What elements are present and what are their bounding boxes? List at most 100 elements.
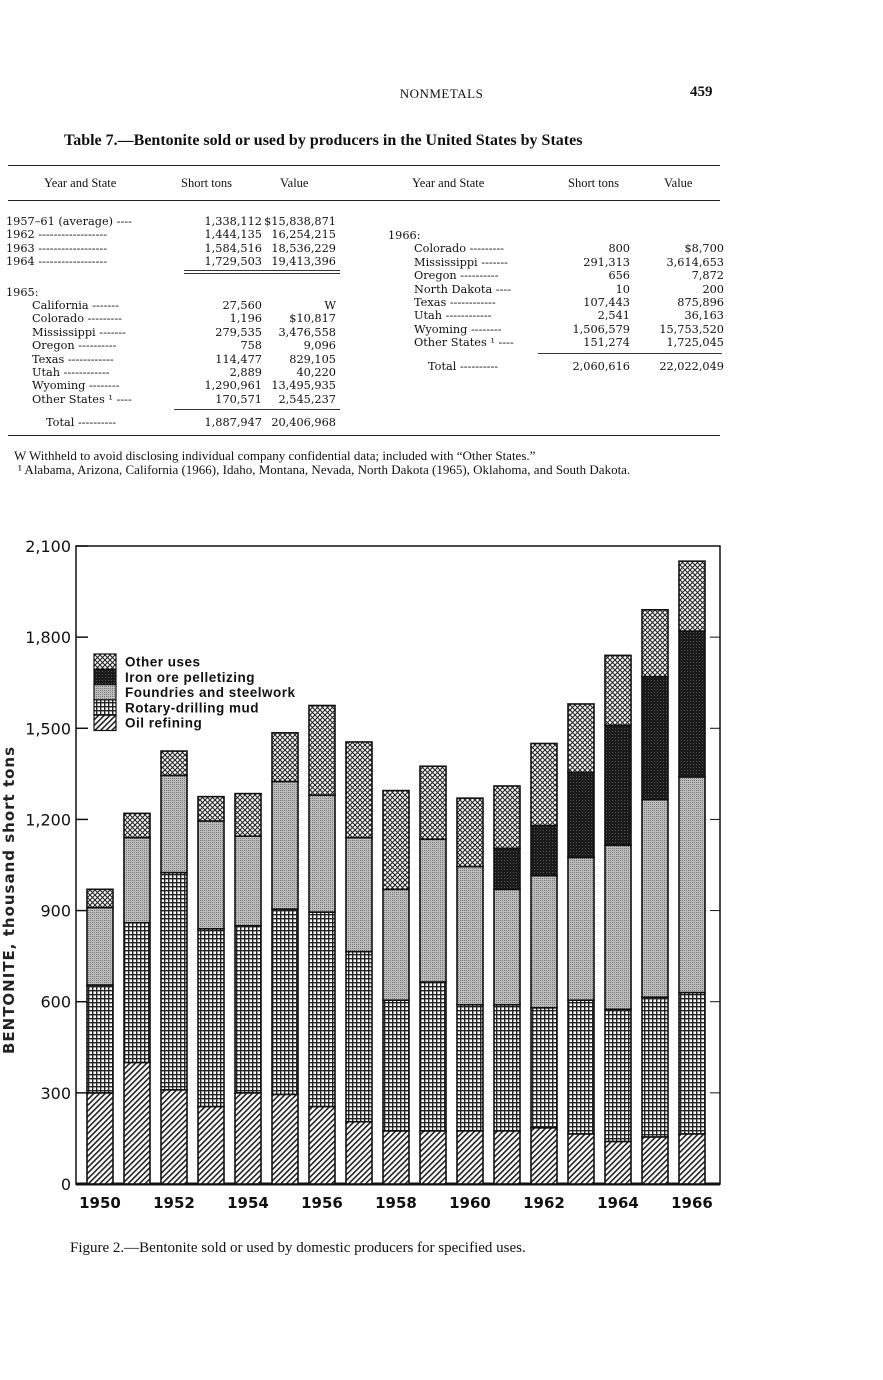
- bar-segment-oil-refining-1965: [641, 1136, 669, 1185]
- bar-segment-rotary-drilling-mud-1965: [641, 996, 669, 1138]
- table-header-rule: [8, 200, 720, 201]
- bar-1963: [567, 703, 595, 1185]
- table-bottom-rule: [8, 435, 720, 436]
- table-row: Colorado --------- 1,196 $10,817: [6, 312, 340, 325]
- row-label: Mississippi -------: [414, 255, 508, 269]
- bar-segment-oil-refining-1959: [419, 1130, 447, 1185]
- row-short-tons: 151,274: [583, 336, 630, 350]
- row-value: 20,406,968: [271, 416, 336, 430]
- bar-segment-other-uses-1965: [641, 609, 669, 678]
- row-label: Texas ------------: [32, 352, 114, 366]
- bar-segment-other-uses-1963: [567, 703, 595, 774]
- bar-1966: [678, 560, 706, 1185]
- row-label: Total ----------: [428, 359, 499, 373]
- row-short-tons: 114,477: [215, 352, 262, 366]
- col-header-value-left: Value: [280, 176, 309, 190]
- table-row: Oregon ---------- 656 7,872: [388, 269, 724, 283]
- y-tick-label: 2,100: [25, 537, 71, 556]
- table-row: 1963 ------------------ 1,584,516 18,536,2…: [6, 242, 340, 255]
- bar-1951: [123, 812, 151, 1185]
- table-row: Wyoming -------- 1,290,961 13,495,935: [6, 379, 340, 392]
- row-short-tons: 1,196: [229, 312, 262, 326]
- bar-segment-rotary-drilling-mud-1958: [382, 999, 410, 1132]
- bar-segment-foundries-and-steelwork-1956: [308, 794, 336, 913]
- bar-segment-foundries-and-steelwork-1965: [641, 798, 669, 998]
- bar-segment-rotary-drilling-mud-1950: [86, 984, 114, 1094]
- y-tick-label: 1,200: [25, 810, 71, 829]
- row-label: Colorado ---------: [32, 312, 122, 326]
- x-tick-label: 1952: [153, 1194, 195, 1212]
- bar-segment-rotary-drilling-mud-1960: [456, 1003, 484, 1132]
- bar-segment-rotary-drilling-mud-1964: [604, 1008, 632, 1143]
- table-row: California ------- 27,560 W: [6, 299, 340, 312]
- row-label: 1965:: [6, 285, 39, 299]
- col-header-short-tons-right: Short tons: [568, 176, 620, 190]
- row-short-tons: 1,729,503: [204, 255, 263, 269]
- row-label: 1964 ------------------: [6, 255, 108, 269]
- bar-segment-foundries-and-steelwork-1954: [234, 835, 262, 927]
- bar-segment-other-uses-1956: [308, 704, 336, 796]
- bar-segment-rotary-drilling-mud-1955: [271, 908, 299, 1096]
- row-label: North Dakota ----: [414, 282, 512, 296]
- legend-label: Iron ore pelletizing: [125, 670, 255, 685]
- page-number: 459: [690, 84, 713, 100]
- row-label: Oregon ----------: [414, 269, 499, 283]
- row-short-tons: 291,313: [583, 255, 630, 269]
- x-tick-label: 1962: [523, 1194, 565, 1212]
- table-row: Wyoming -------- 1,506,579 15,753,520: [388, 322, 724, 336]
- table-total-row: Total ---------- 2,060,616 22,022,049: [388, 359, 724, 373]
- row-short-tons: 170,571: [215, 392, 262, 406]
- row-label: Other States ¹ ----: [414, 336, 514, 350]
- bar-segment-other-uses-1959: [419, 765, 447, 840]
- col-header-short-tons-left: Short tons: [181, 176, 233, 190]
- bar-1958: [382, 789, 410, 1185]
- row-value: 22,022,049: [659, 359, 724, 373]
- table-row: 1966:: [388, 229, 722, 242]
- legend-swatch: [93, 699, 117, 716]
- bar-segment-rotary-drilling-mud-1961: [493, 1003, 521, 1132]
- bar-segment-foundries-and-steelwork-1960: [456, 865, 484, 1006]
- bar-1964: [604, 654, 632, 1185]
- row-short-tons: 2,889: [229, 365, 262, 379]
- bar-segment-rotary-drilling-mud-1954: [234, 924, 262, 1094]
- row-value: 200: [702, 282, 724, 296]
- x-tick-label: 1950: [79, 1194, 121, 1212]
- row-label: Utah ------------: [414, 309, 492, 323]
- row-value: 7,872: [691, 269, 724, 283]
- bar-1961: [493, 785, 521, 1185]
- bar-segment-oil-refining-1956: [308, 1105, 336, 1185]
- table-row: North Dakota ---- 10 200: [388, 282, 724, 296]
- legend-label: Other uses: [125, 655, 201, 670]
- bar-segment-other-uses-1954: [234, 792, 262, 837]
- bar-segment-foundries-and-steelwork-1962: [530, 874, 558, 1009]
- y-tick-label: 900: [40, 902, 71, 921]
- y-tick-label: 600: [40, 993, 71, 1012]
- chart-bars: [86, 560, 706, 1185]
- bar-segment-other-uses-1951: [123, 812, 151, 839]
- bar-1965: [641, 609, 669, 1185]
- col-header-year-state-right: Year and State: [412, 176, 485, 190]
- bar-segment-foundries-and-steelwork-1958: [382, 888, 410, 1001]
- bar-1959: [419, 765, 447, 1185]
- row-value: W: [324, 298, 336, 312]
- row-value: 40,220: [296, 365, 336, 379]
- y-tick-label: 1,500: [25, 719, 71, 738]
- bar-segment-rotary-drilling-mud-1962: [530, 1006, 558, 1129]
- row-value: $10,817: [289, 312, 336, 326]
- table-row: Oregon ---------- 758 9,096: [6, 339, 340, 352]
- row-value: 16,254,215: [271, 228, 336, 242]
- row-label: Utah ------------: [32, 365, 110, 379]
- bar-segment-foundries-and-steelwork-1961: [493, 888, 521, 1006]
- bar-1952: [160, 750, 188, 1185]
- bar-1955: [271, 732, 299, 1185]
- bar-chart: 0 300 600 900 1,200 1,500 1,800 2,100 1950 1952 19…: [0, 537, 721, 1212]
- row-value: 829,105: [289, 352, 336, 366]
- row-label: Wyoming --------: [414, 322, 502, 336]
- row-value: 18,536,229: [271, 241, 336, 255]
- table-row: Utah ------------ 2,889 40,220: [6, 366, 340, 379]
- row-value: 13,495,935: [271, 379, 336, 393]
- bar-segment-foundries-and-steelwork-1963: [567, 856, 595, 1001]
- row-short-tons: 27,560: [222, 298, 262, 312]
- bar-segment-oil-refining-1958: [382, 1130, 410, 1185]
